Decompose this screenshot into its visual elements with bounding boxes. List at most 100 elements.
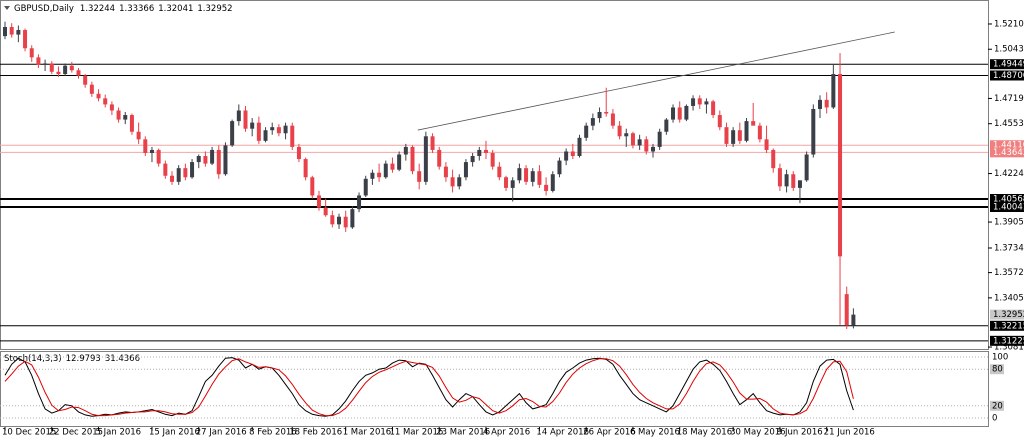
candle-body — [657, 131, 662, 147]
candle-body — [557, 160, 562, 175]
x-tick-label: 30 May 2016 — [730, 428, 785, 438]
stoch-tick-label: 20 — [992, 401, 1003, 411]
candle-body — [724, 127, 729, 144]
candle-body — [76, 70, 81, 76]
stoch-tick-box — [990, 364, 1004, 375]
level-label-box — [990, 194, 1024, 205]
current-price-box — [990, 309, 1024, 320]
candle-body — [791, 174, 796, 188]
candle-body — [470, 156, 475, 163]
candle-body — [731, 130, 736, 144]
x-tick-label: 18 May 2016 — [677, 428, 732, 438]
y-tick-label: 1.50435 — [994, 45, 1024, 55]
header: GBPUSD,Daily 1.32244 1.33366 1.32041 1.32952 — [14, 4, 233, 14]
candle-body — [704, 101, 709, 105]
candle-body — [697, 98, 702, 105]
y-tick-label: 1.37340 — [994, 244, 1024, 254]
candle-body — [737, 130, 742, 141]
candle-body — [524, 168, 529, 182]
candle-body — [337, 216, 342, 225]
candle-body — [463, 162, 468, 178]
candle-body — [744, 121, 749, 141]
candle-body — [564, 151, 569, 161]
y-tick-label: 1.39050 — [994, 218, 1024, 228]
candle-body — [577, 137, 582, 157]
x-tick-label: 15 Jan 2016 — [149, 428, 200, 438]
stoch-tick-label: 100 — [992, 353, 1008, 363]
candle-body — [69, 65, 74, 71]
level-label-box — [990, 140, 1024, 151]
level-label-box — [990, 70, 1024, 81]
candle-body — [817, 99, 822, 109]
candle-body — [29, 48, 34, 58]
candle-body — [671, 107, 676, 120]
level-label: 1.49449 — [993, 60, 1024, 70]
candle-body — [664, 119, 669, 132]
candle-body — [223, 145, 228, 175]
x-tick-label: 22 Dec 2015 — [49, 428, 103, 438]
candle-body — [437, 149, 442, 167]
candle-body — [276, 127, 281, 134]
x-tick-label: 27 Jan 2016 — [196, 428, 247, 438]
candle-body — [684, 105, 689, 120]
stoch-line — [4, 357, 854, 417]
candle-body — [129, 115, 134, 132]
candle-body — [163, 163, 168, 176]
close-value: 1.32952 — [197, 4, 232, 14]
open-value: 1.32244 — [80, 4, 115, 14]
candle-body — [296, 146, 301, 160]
candle-body — [831, 74, 836, 108]
y-tick-label: 1.45530 — [994, 119, 1024, 129]
candle-body — [597, 112, 602, 119]
candle-body — [838, 74, 843, 257]
candle-body — [711, 101, 716, 116]
y-tick-label: 1.47195 — [994, 94, 1024, 104]
candle-body — [751, 121, 756, 126]
candle-body — [23, 30, 28, 49]
candle-body — [610, 113, 615, 126]
candle-body — [497, 166, 502, 178]
candle-body — [784, 174, 789, 187]
x-tick-label: 5 Jan 2016 — [96, 428, 142, 438]
x-tick-label: 6 May 2016 — [630, 428, 680, 438]
candle-body — [183, 168, 188, 178]
x-tick-label: 4 Apr 2016 — [483, 428, 530, 438]
candle-body — [109, 104, 114, 111]
stoch-panel — [0, 351, 989, 427]
x-tick-label: 1 Mar 2016 — [343, 428, 391, 438]
candle-body — [170, 175, 175, 182]
level-label: 1.44110 — [993, 141, 1024, 151]
x-tick-label: 11 Mar 2016 — [389, 428, 443, 438]
candle-body — [570, 151, 575, 157]
candle-body — [216, 149, 221, 175]
candle-body — [16, 30, 21, 35]
candle-body — [3, 27, 8, 37]
candle-body — [363, 178, 368, 196]
candle-body — [263, 130, 268, 141]
candle-body — [677, 107, 682, 120]
candle-body — [316, 195, 321, 208]
candle-body — [530, 171, 535, 182]
candle-body — [457, 177, 462, 187]
candle-body — [430, 136, 435, 150]
stoch-k-value: 12.9793 — [66, 354, 101, 364]
x-tick-label: 14 Apr 2016 — [536, 428, 589, 438]
stoch-title: Stoch(14,3,3) — [4, 354, 62, 364]
header-icon — [4, 6, 10, 10]
level-label: 1.40568 — [993, 195, 1024, 205]
candle-body — [777, 168, 782, 187]
y-tick-label: 1.34055 — [994, 293, 1024, 303]
candle-body — [343, 216, 348, 228]
candle-body — [504, 177, 509, 188]
stoch-d-value: 31.4366 — [105, 354, 140, 364]
candle-body — [477, 149, 482, 157]
level-label: 1.48706 — [993, 71, 1024, 81]
candle-body — [63, 65, 68, 75]
candle-body — [123, 115, 128, 120]
x-tick-label: 9 Jun 2016 — [777, 428, 823, 438]
candle-body — [243, 110, 248, 129]
candle-body — [9, 27, 14, 35]
y-tick-label: 1.42245 — [994, 169, 1024, 179]
